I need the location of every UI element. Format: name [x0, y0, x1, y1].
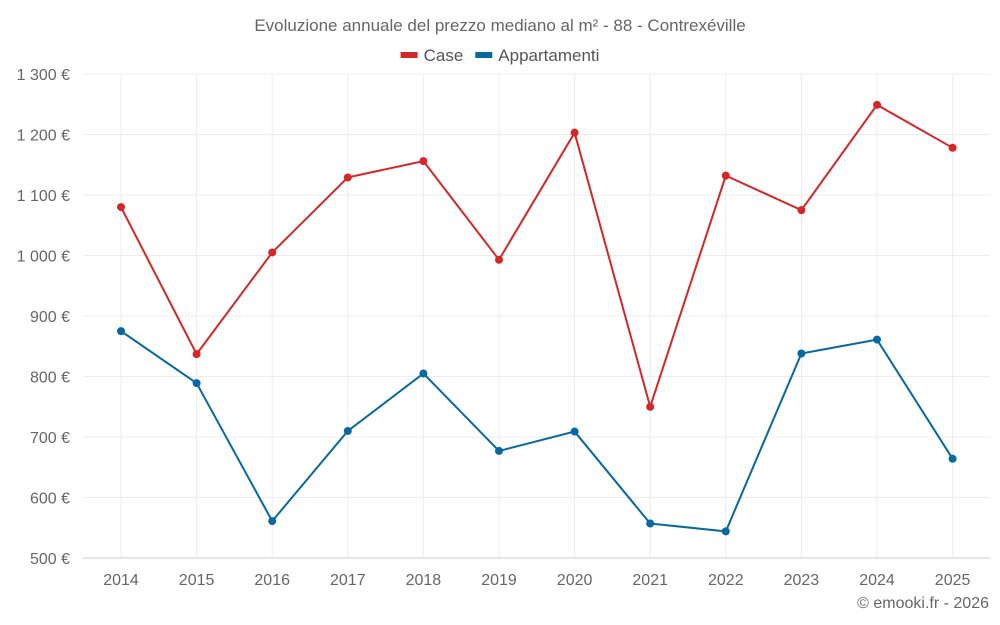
legend-item-0[interactable]: Case: [400, 46, 464, 65]
x-tick-label: 2022: [708, 572, 744, 589]
x-gridlines: [120, 74, 954, 558]
chart-title: Evoluzione annuale del prezzo mediano al…: [254, 16, 745, 35]
data-point[interactable]: [570, 128, 579, 137]
data-point[interactable]: [268, 517, 277, 526]
data-point[interactable]: [948, 454, 957, 463]
x-tick-label: 2021: [632, 572, 668, 589]
series-line: [120, 330, 954, 533]
data-point[interactable]: [948, 143, 957, 152]
data-point[interactable]: [268, 248, 277, 257]
x-tick-label: 2023: [784, 572, 820, 589]
data-point[interactable]: [495, 446, 503, 455]
y-tick-label: 1 200 €: [17, 128, 70, 145]
data-point[interactable]: [343, 426, 352, 435]
y-tick-label: 600 €: [30, 491, 70, 508]
data-point[interactable]: [873, 335, 881, 344]
x-tick-label: 2014: [103, 572, 139, 589]
data-point[interactable]: [117, 203, 125, 212]
data-point[interactable]: [797, 206, 806, 215]
data-point[interactable]: [495, 255, 503, 264]
x-tick-label: 2016: [254, 572, 290, 589]
series-layer: [117, 100, 957, 536]
y-tick-label: 900 €: [30, 309, 70, 326]
x-axis-ticks: 2014 2015 2016 2017 2018 2019 2020 2021 2022 2023…: [103, 572, 970, 589]
data-point[interactable]: [192, 379, 201, 388]
data-point[interactable]: [192, 350, 201, 359]
data-point[interactable]: [419, 369, 428, 378]
y-tick-label: 1 300 €: [17, 67, 70, 84]
legend-label: Appartamenti: [498, 46, 599, 65]
y-tick-label: 1 100 €: [17, 188, 70, 205]
x-tick-label: 2024: [859, 572, 895, 589]
data-point[interactable]: [721, 171, 730, 180]
data-point[interactable]: [419, 157, 428, 166]
series-0: [117, 100, 957, 411]
data-point[interactable]: [646, 402, 655, 411]
y-axis-ticks: 500 € 600 € 700 € 800 € 900 € 1 000 € 1 100 € 1…: [17, 67, 70, 568]
data-point[interactable]: [570, 427, 579, 436]
data-point[interactable]: [721, 527, 730, 536]
x-tick-label: 2017: [330, 572, 366, 589]
data-point[interactable]: [797, 349, 806, 358]
legend-item-1[interactable]: Appartamenti: [475, 46, 599, 65]
data-point[interactable]: [873, 100, 881, 109]
x-tick-label: 2018: [406, 572, 442, 589]
series-1: [117, 327, 957, 536]
y-tick-label: 700 €: [30, 430, 70, 447]
y-tick-label: 800 €: [30, 370, 70, 387]
x-tick-label: 2020: [557, 572, 593, 589]
y-tick-label: 1 000 €: [17, 249, 70, 266]
x-tick-label: 2025: [935, 572, 971, 589]
credit-text: © emooki.fr - 2026: [857, 595, 989, 612]
legend-swatch: [475, 52, 493, 58]
legend-swatch: [400, 52, 418, 58]
series-line: [120, 103, 954, 411]
x-tick-label: 2019: [481, 572, 517, 589]
data-point[interactable]: [646, 519, 655, 528]
legend-label: Case: [424, 46, 464, 65]
legend: Case Appartamenti: [400, 46, 599, 65]
y-tick-label: 500 €: [30, 551, 70, 568]
data-point[interactable]: [117, 327, 125, 336]
x-tick-label: 2015: [179, 572, 215, 589]
data-point[interactable]: [343, 173, 352, 182]
